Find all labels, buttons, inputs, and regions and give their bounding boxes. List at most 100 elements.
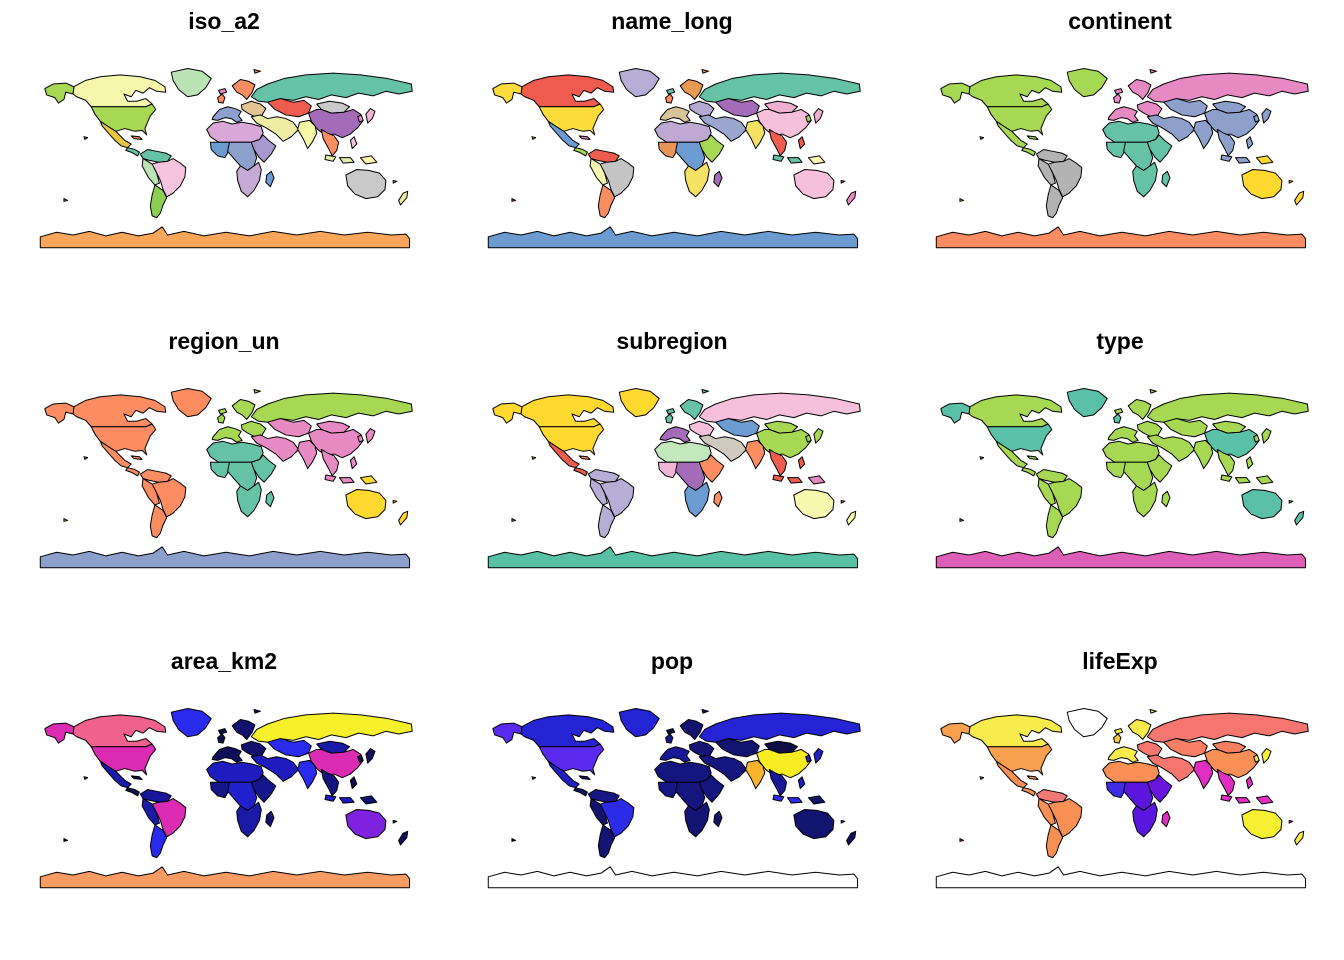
region-indonesia <box>1235 797 1251 805</box>
region-new-zealand <box>846 511 857 526</box>
region-alaska <box>940 723 971 745</box>
region-japan <box>1261 428 1272 445</box>
region-russia <box>250 73 413 104</box>
region-usa <box>986 423 1053 456</box>
region-indonesia <box>324 474 337 483</box>
region-japan <box>365 108 376 125</box>
region-small-island <box>63 518 69 523</box>
region-japan <box>813 428 824 445</box>
region-korea <box>805 434 812 444</box>
region-east-africa <box>250 774 277 804</box>
region-small-island <box>511 518 517 523</box>
region-indonesia <box>1220 474 1233 483</box>
region-canada <box>72 714 167 748</box>
region-usa <box>83 456 89 461</box>
region-west-africa <box>209 782 230 799</box>
region-new-zealand <box>398 511 409 526</box>
region-east-africa <box>1146 454 1173 484</box>
region-usa <box>90 423 157 456</box>
region-north-africa <box>654 121 712 144</box>
region-iceland <box>666 88 676 95</box>
region-usa <box>538 423 605 456</box>
region-scandinavia <box>679 719 704 741</box>
region-new-guinea <box>359 795 378 805</box>
region-japan <box>365 428 376 445</box>
region-india <box>745 760 766 790</box>
region-russia <box>698 713 861 744</box>
region-indonesia <box>787 477 803 485</box>
world-map-lifeexp <box>935 708 1309 889</box>
region-antarctica <box>935 546 1307 569</box>
region-madagascar <box>1161 491 1171 508</box>
region-scandinavia <box>1127 399 1152 421</box>
region-scandinavia <box>253 389 261 395</box>
region-central-america <box>125 467 140 477</box>
region-iceland <box>218 408 228 415</box>
region-west-africa <box>1105 142 1126 159</box>
region-alaska <box>492 723 523 745</box>
region-west-europe <box>1107 426 1139 444</box>
region-small-island <box>63 198 69 203</box>
region-small-island <box>1288 180 1294 185</box>
region-west-europe <box>211 746 243 764</box>
region-indonesia <box>324 794 337 803</box>
region-cuba <box>578 455 591 461</box>
region-argentina <box>149 824 168 859</box>
panel-name-long: name_long <box>448 0 896 320</box>
region-west-europe <box>659 426 691 444</box>
region-cuba <box>578 775 591 781</box>
region-new-guinea <box>1255 475 1274 485</box>
region-iceland <box>218 728 228 735</box>
region-central-america <box>125 787 140 797</box>
region-australia <box>793 489 835 520</box>
region-alaska <box>492 403 523 425</box>
region-scandinavia <box>679 79 704 101</box>
panel-title-subregion: subregion <box>616 328 728 354</box>
region-kazakhstan <box>267 418 312 438</box>
region-new-guinea <box>807 475 826 485</box>
region-indonesia <box>772 794 785 803</box>
region-colombia <box>1035 149 1068 164</box>
panel-title-lifeexp: lifeExp <box>1082 648 1158 674</box>
region-se-asia <box>320 769 340 797</box>
region-east-europe <box>1136 421 1163 438</box>
world-map-pop <box>487 708 861 889</box>
region-new-guinea <box>359 475 378 485</box>
region-india <box>1193 120 1214 150</box>
region-greenland <box>170 708 212 738</box>
region-se-asia <box>320 449 340 477</box>
region-philippines <box>1245 776 1254 790</box>
region-india <box>745 120 766 150</box>
region-new-zealand <box>398 191 409 206</box>
region-philippines <box>797 776 806 790</box>
region-usa <box>986 743 1053 776</box>
region-greenland <box>618 708 660 738</box>
region-colombia <box>139 469 172 484</box>
region-new-guinea <box>1255 795 1274 805</box>
region-se-asia <box>768 449 788 477</box>
region-greenland <box>170 388 212 418</box>
region-southern-africa <box>684 482 710 518</box>
region-argentina <box>1045 184 1064 219</box>
region-russia <box>1146 713 1309 744</box>
region-canada <box>72 394 167 428</box>
region-mexico <box>995 761 1028 789</box>
region-argentina <box>1045 824 1064 859</box>
region-cuba <box>578 135 591 141</box>
region-peru <box>141 478 160 506</box>
region-greenland <box>618 68 660 98</box>
region-small-island <box>63 838 69 843</box>
region-kazakhstan <box>715 738 760 758</box>
region-indonesia <box>339 477 355 485</box>
region-indonesia <box>1235 477 1251 485</box>
panel-iso-a2: iso_a2 <box>0 0 448 320</box>
region-iceland <box>1114 88 1124 95</box>
region-russia <box>1146 73 1309 104</box>
region-peru <box>141 158 160 186</box>
region-usa <box>986 103 1053 136</box>
region-kazakhstan <box>1163 418 1208 438</box>
region-korea <box>1253 114 1260 124</box>
region-peru <box>141 798 160 826</box>
region-india <box>297 120 318 150</box>
region-uk <box>665 93 674 105</box>
